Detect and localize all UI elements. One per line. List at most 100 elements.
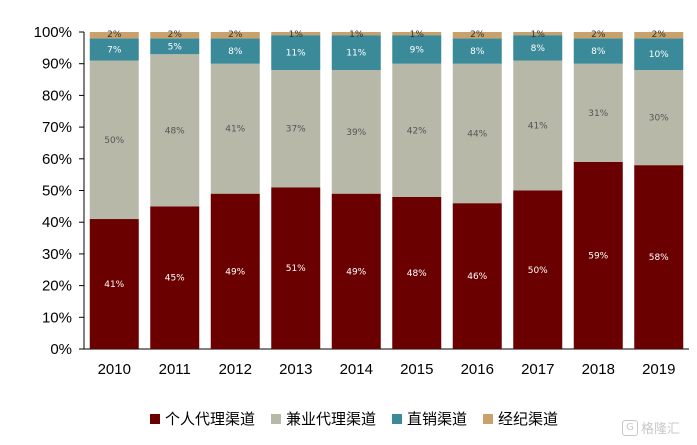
bar-data-label: 50% (104, 136, 124, 146)
bar-segment (89, 219, 139, 349)
bar-data-label: 8% (591, 47, 606, 57)
legend-item: 直销渠道 (392, 408, 467, 429)
bar-segment (89, 38, 139, 61)
bar-data-label: 2% (470, 30, 485, 40)
bar-data-label: 2% (228, 30, 243, 40)
x-tick-label: 2015 (400, 361, 433, 378)
bar-data-label: 41% (528, 122, 548, 132)
legend-item: 经纪渠道 (483, 408, 558, 429)
bar-data-label: 58% (649, 253, 669, 263)
bar-segment (210, 32, 260, 39)
bar-segment (634, 165, 684, 349)
bar-data-label: 49% (225, 267, 245, 277)
y-tick-label: 10% (42, 309, 72, 326)
legend-swatch (150, 413, 160, 424)
bar-data-label: 2% (591, 30, 606, 40)
y-tick-label: 90% (42, 56, 72, 73)
y-tick-label: 30% (42, 246, 72, 263)
bar-segment (210, 193, 260, 349)
bar-data-label: 8% (228, 47, 243, 57)
bar-segment (150, 54, 200, 207)
bar-segment (392, 32, 442, 36)
y-tick-label: 50% (42, 183, 72, 200)
bar-segment (573, 161, 623, 349)
bar-segment (331, 193, 381, 349)
bar-data-label: 1% (289, 30, 304, 40)
bar-data-label: 44% (467, 129, 487, 139)
bar-data-label: 8% (470, 47, 485, 57)
bar-data-label: 10% (649, 50, 669, 60)
bar-segment (392, 35, 442, 64)
bar-segment (89, 60, 139, 220)
bar-segment (573, 32, 623, 39)
legend-label: 兼业代理渠道 (286, 410, 377, 428)
bar-segment (271, 35, 321, 71)
legend-item: 兼业代理渠道 (271, 408, 376, 429)
bar-segment (150, 206, 200, 349)
bar-segment (392, 196, 442, 349)
legend-swatch (271, 413, 282, 424)
bar-segment (150, 38, 200, 55)
bar-data-label: 1% (349, 30, 364, 40)
x-tick-label: 2011 (159, 361, 191, 378)
legend-label: 直销渠道 (407, 410, 468, 428)
bar-segment (634, 32, 684, 39)
bar-data-label: 30% (649, 114, 669, 124)
bar-segment (634, 38, 684, 71)
bar-segment (573, 38, 623, 64)
x-axis: 2010 2011 2012 2013 2014 2015 2016 2017 2018 2019 (84, 348, 689, 378)
bar-segment (513, 32, 563, 36)
bar-data-label: 1% (410, 30, 425, 40)
bar-data-label: 37% (286, 125, 306, 135)
x-tick-label: 2019 (642, 361, 675, 378)
bar-segment (513, 190, 563, 349)
bar-data-label: 51% (286, 264, 306, 274)
bar-segment (392, 63, 442, 197)
bar-segment (513, 60, 563, 191)
y-tick-label: 70% (42, 119, 72, 136)
x-tick-label: 2016 (461, 361, 494, 378)
bar-data-label: 2% (168, 30, 183, 40)
legend-swatch (483, 413, 494, 424)
y-tick-label: 40% (42, 214, 72, 231)
bar-data-label: 1% (531, 30, 546, 40)
x-tick-label: 2010 (98, 361, 131, 378)
y-tick-label: 20% (42, 278, 72, 295)
bar-data-label: 59% (588, 251, 608, 261)
bar-data-label: 2% (107, 30, 122, 40)
x-tick-label: 2013 (279, 361, 312, 378)
bar-segment (271, 70, 321, 188)
bar-segment (452, 63, 502, 204)
bar-segment (452, 203, 502, 349)
bar-segment (452, 38, 502, 64)
y-tick-label: 80% (42, 87, 72, 104)
bar-segment (452, 32, 502, 39)
y-tick-label: 60% (42, 151, 72, 168)
x-tick-label: 2017 (521, 361, 554, 378)
bar-data-label: 7% (107, 45, 122, 55)
legend-swatch (392, 413, 403, 424)
x-tick-label: 2012 (219, 361, 252, 378)
bar-segment (573, 63, 623, 162)
bar-data-label: 11% (286, 49, 306, 59)
bar-data-label: 2% (652, 30, 667, 40)
legend-label: 经纪渠道 (498, 410, 559, 428)
bar-data-label: 50% (528, 266, 548, 276)
bar-segment (150, 32, 200, 39)
bar-data-label: 42% (407, 126, 427, 136)
bar-segment (331, 35, 381, 71)
bar-data-label: 49% (346, 267, 366, 277)
x-tick-label: 2018 (582, 361, 615, 378)
bar-segment (513, 35, 563, 61)
legend: 个人代理渠道 兼业代理渠道 直销渠道 经纪渠道 (150, 408, 558, 429)
x-tick-label: 2014 (340, 361, 373, 378)
bar-data-label: 41% (225, 125, 245, 135)
bar-segment (331, 32, 381, 36)
bar-data-label: 48% (407, 269, 427, 279)
bar-segment (271, 32, 321, 36)
bar-segment (210, 38, 260, 64)
bar-data-label: 41% (104, 280, 124, 290)
bars: 41% 50% 7% 2% 45% 48% 5% 2% 49% 41% 8% 2% 51% 37% 11% 1… (89, 30, 684, 349)
bar-segment (89, 32, 139, 39)
bar-data-label: 8% (531, 44, 546, 54)
